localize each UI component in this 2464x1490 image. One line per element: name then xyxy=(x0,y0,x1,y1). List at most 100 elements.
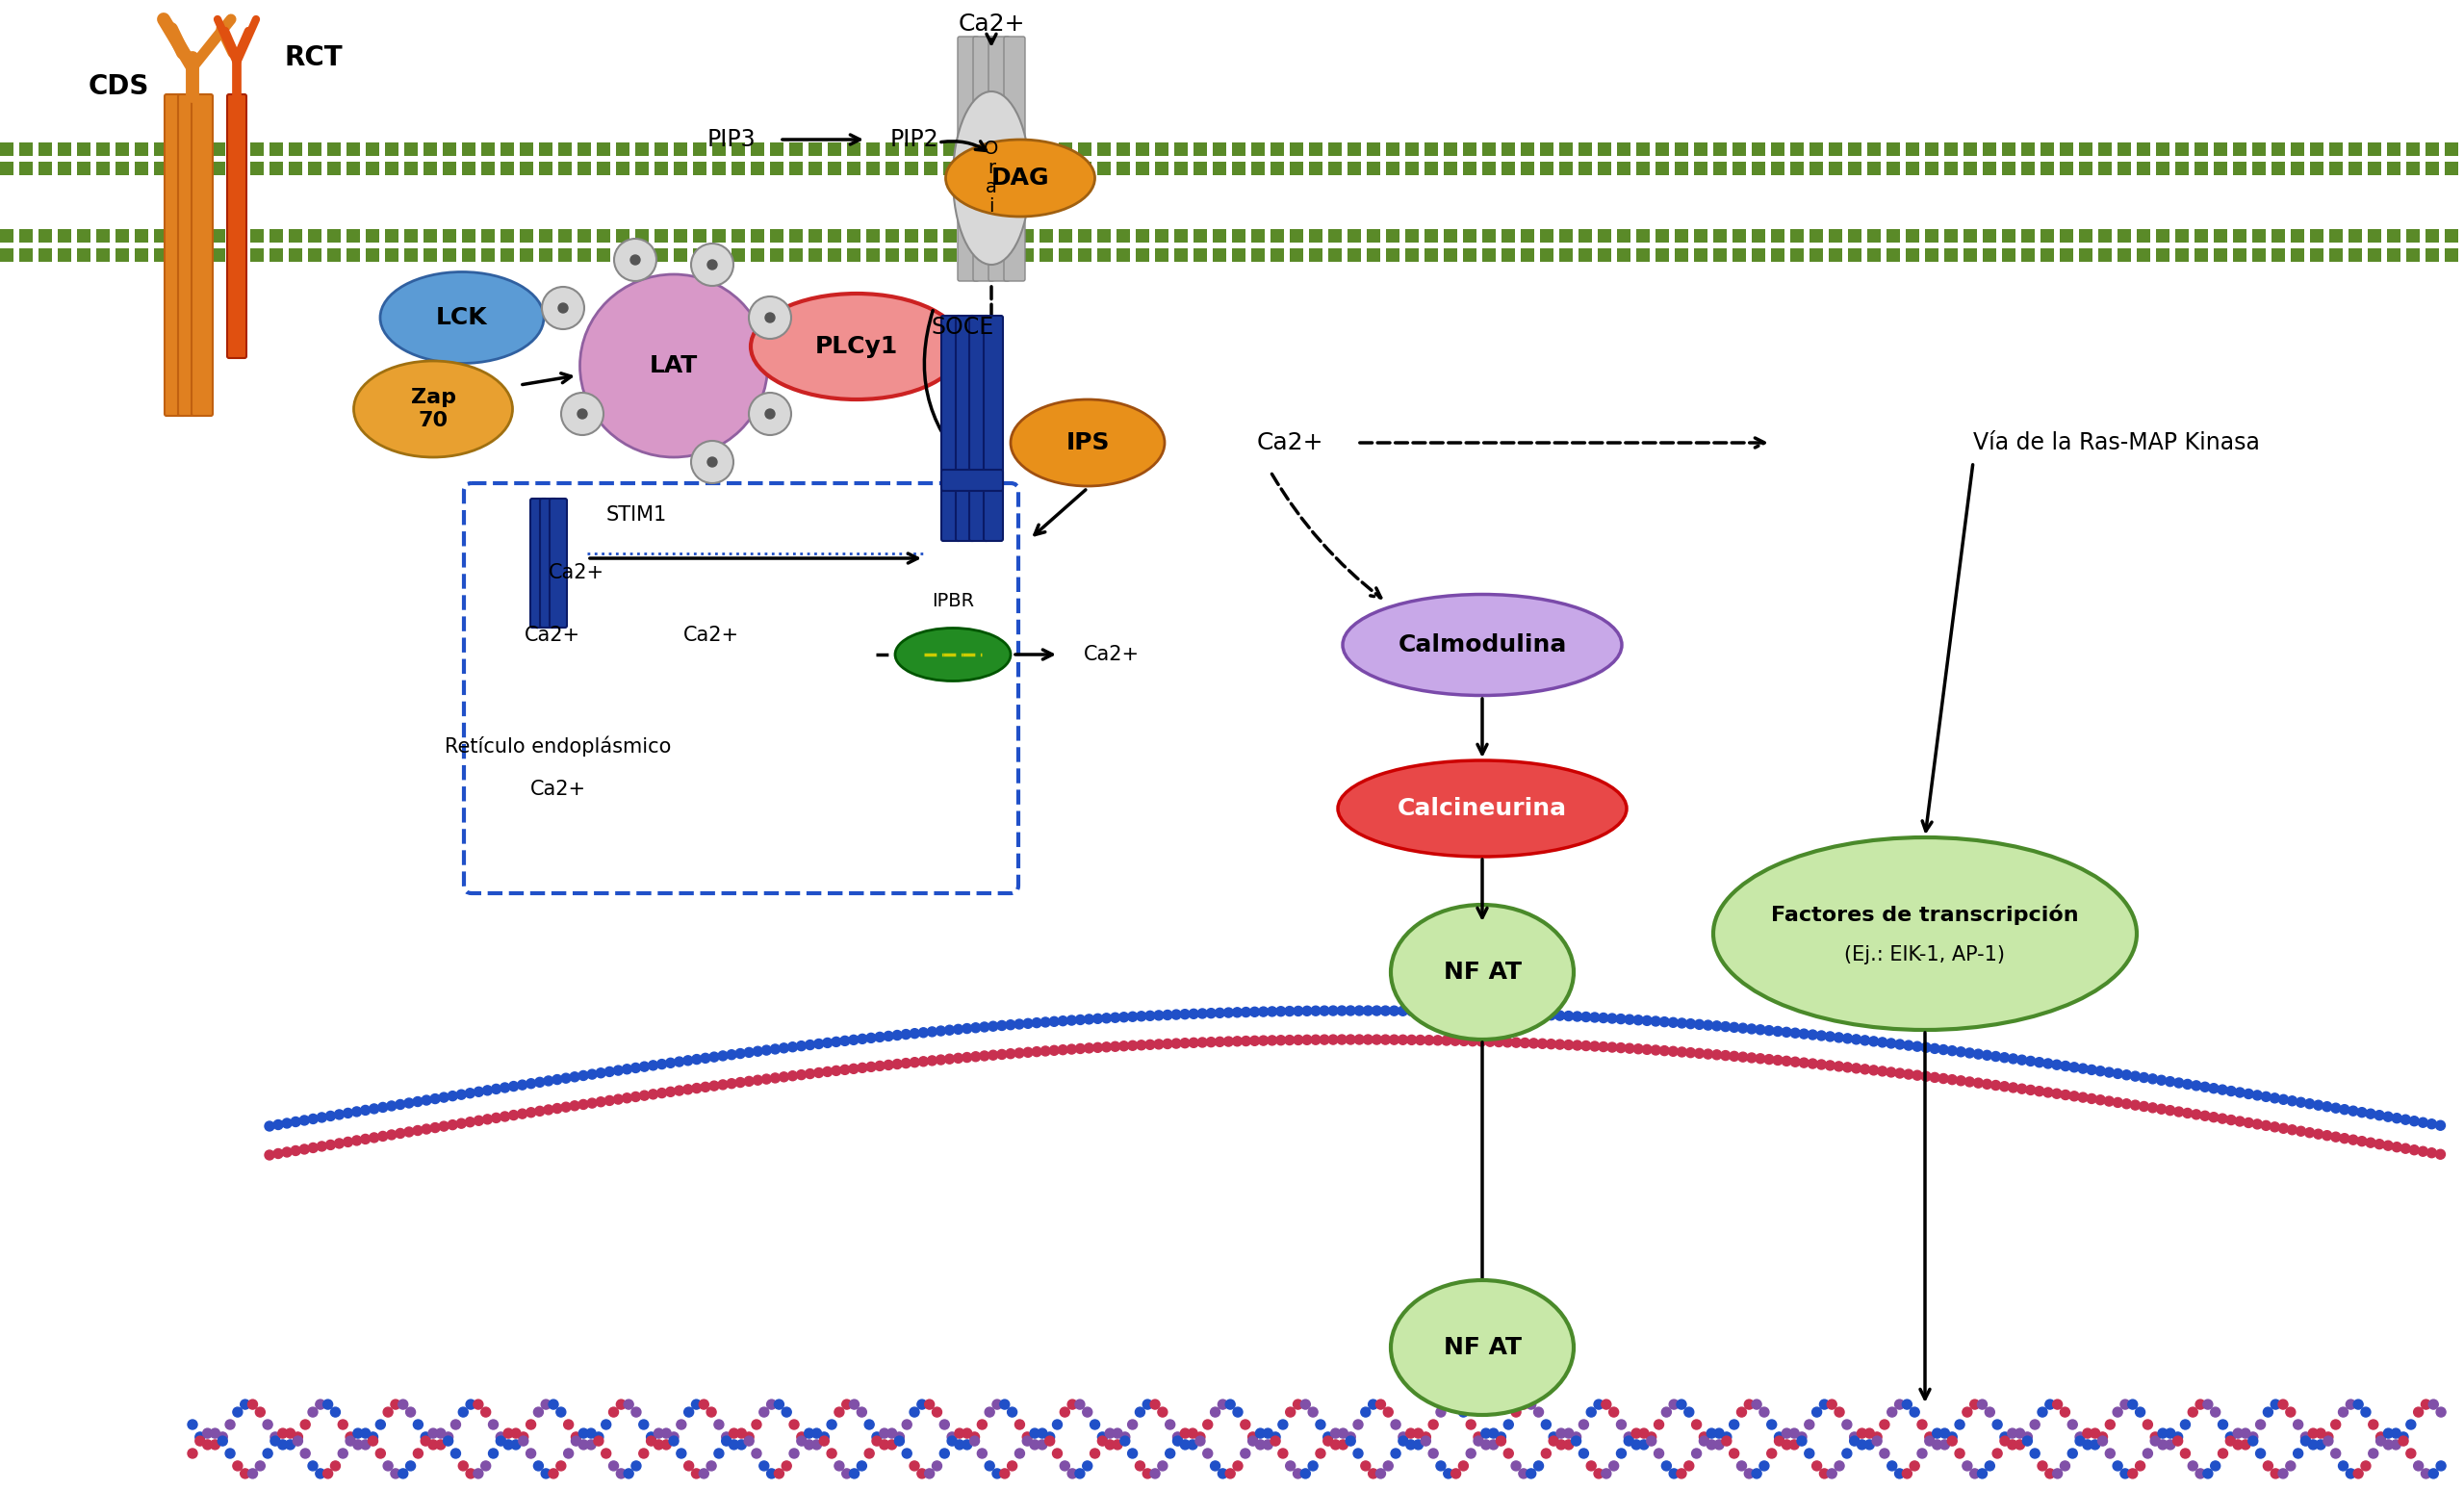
FancyBboxPatch shape xyxy=(973,37,995,282)
Circle shape xyxy=(653,1439,663,1450)
Circle shape xyxy=(549,1399,559,1410)
Circle shape xyxy=(1486,1007,1496,1018)
Bar xyxy=(944,249,956,262)
Bar xyxy=(2213,143,2227,156)
Circle shape xyxy=(1096,1432,1106,1442)
Circle shape xyxy=(936,1055,946,1064)
Bar xyxy=(769,229,784,243)
Bar xyxy=(1828,162,1843,176)
Circle shape xyxy=(1850,1064,1860,1073)
Circle shape xyxy=(744,1047,754,1058)
Circle shape xyxy=(648,1061,658,1070)
Bar xyxy=(673,162,687,176)
Circle shape xyxy=(939,1448,949,1459)
Bar xyxy=(2425,229,2439,243)
Circle shape xyxy=(2415,1407,2422,1417)
Bar xyxy=(1984,249,1996,262)
Circle shape xyxy=(1624,1015,1634,1024)
Circle shape xyxy=(1781,1439,1791,1450)
Circle shape xyxy=(1572,1012,1582,1021)
Circle shape xyxy=(2415,1462,2422,1471)
Circle shape xyxy=(375,1448,384,1459)
Bar xyxy=(480,249,495,262)
Circle shape xyxy=(1774,1027,1781,1036)
Circle shape xyxy=(604,1067,614,1076)
Circle shape xyxy=(665,1088,675,1097)
Circle shape xyxy=(1045,1436,1055,1445)
Circle shape xyxy=(2390,1429,2400,1438)
Circle shape xyxy=(315,1399,325,1410)
Bar xyxy=(2292,162,2304,176)
Bar xyxy=(1772,162,1784,176)
Circle shape xyxy=(1368,1399,1377,1410)
Circle shape xyxy=(1804,1448,1814,1459)
Circle shape xyxy=(894,1436,904,1445)
Circle shape xyxy=(2190,1110,2200,1119)
Circle shape xyxy=(342,1137,352,1147)
Bar xyxy=(520,162,532,176)
Bar xyxy=(1695,162,1708,176)
Text: Ca2+: Ca2+ xyxy=(1084,645,1141,665)
Circle shape xyxy=(1981,1079,1991,1089)
Bar xyxy=(577,162,591,176)
Circle shape xyxy=(1210,1407,1220,1417)
Bar xyxy=(904,249,919,262)
Circle shape xyxy=(224,1448,234,1459)
Circle shape xyxy=(1407,1429,1414,1438)
Circle shape xyxy=(2045,1399,2055,1410)
Circle shape xyxy=(1057,1044,1067,1055)
Bar xyxy=(1984,229,1996,243)
Bar xyxy=(1308,143,1323,156)
Bar xyxy=(1116,143,1131,156)
Circle shape xyxy=(1880,1420,1890,1429)
Bar xyxy=(1964,249,1976,262)
Circle shape xyxy=(2087,1065,2097,1074)
Circle shape xyxy=(1932,1439,1942,1450)
Circle shape xyxy=(892,1059,902,1068)
Circle shape xyxy=(729,1439,739,1450)
Circle shape xyxy=(1067,1399,1077,1410)
Circle shape xyxy=(796,1436,806,1445)
Circle shape xyxy=(429,1439,439,1450)
Circle shape xyxy=(370,1104,379,1113)
Circle shape xyxy=(2173,1079,2183,1088)
Circle shape xyxy=(2218,1085,2227,1095)
Circle shape xyxy=(1693,1420,1700,1429)
Circle shape xyxy=(1136,1407,1146,1417)
Circle shape xyxy=(1929,1073,1939,1082)
Bar xyxy=(1483,229,1496,243)
Circle shape xyxy=(1737,1052,1747,1062)
Bar xyxy=(867,162,880,176)
Circle shape xyxy=(1355,1034,1365,1044)
Bar xyxy=(463,229,476,243)
Circle shape xyxy=(614,238,655,282)
Bar xyxy=(232,143,244,156)
Bar xyxy=(444,143,456,156)
Circle shape xyxy=(1210,1462,1220,1471)
Circle shape xyxy=(1360,1462,1370,1471)
Bar xyxy=(712,162,727,176)
Circle shape xyxy=(1986,1407,1993,1417)
Circle shape xyxy=(646,1436,655,1445)
Circle shape xyxy=(1106,1439,1114,1450)
Circle shape xyxy=(604,1095,614,1106)
Bar xyxy=(559,249,572,262)
Circle shape xyxy=(370,1132,379,1143)
Circle shape xyxy=(1754,1025,1764,1034)
Circle shape xyxy=(2227,1086,2235,1097)
Circle shape xyxy=(2314,1101,2324,1110)
Bar xyxy=(1000,162,1015,176)
Circle shape xyxy=(404,1126,414,1137)
Circle shape xyxy=(2038,1407,2048,1417)
Circle shape xyxy=(2434,1120,2444,1131)
Circle shape xyxy=(658,1088,668,1098)
Circle shape xyxy=(865,1420,875,1429)
Bar xyxy=(808,229,823,243)
Circle shape xyxy=(2272,1469,2279,1478)
Bar xyxy=(559,162,572,176)
Circle shape xyxy=(1572,1040,1582,1050)
Circle shape xyxy=(1000,1399,1010,1410)
Circle shape xyxy=(744,1432,754,1442)
Circle shape xyxy=(1986,1462,1993,1471)
Bar xyxy=(2311,229,2324,243)
